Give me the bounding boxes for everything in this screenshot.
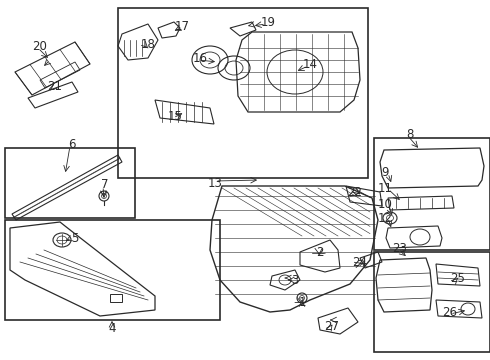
Text: 19: 19 — [261, 15, 275, 28]
Text: 25: 25 — [451, 271, 465, 284]
Bar — [118, 8, 368, 178]
Text: 14: 14 — [302, 58, 318, 71]
Text: 22: 22 — [347, 185, 363, 198]
Text: 17: 17 — [174, 19, 190, 32]
Text: 6: 6 — [68, 138, 76, 150]
Text: 27: 27 — [324, 320, 340, 333]
Bar — [374, 252, 490, 352]
Text: 13: 13 — [208, 176, 222, 189]
Text: 15: 15 — [168, 109, 182, 122]
Text: 23: 23 — [392, 242, 408, 255]
Text: 18: 18 — [141, 37, 155, 50]
Text: 8: 8 — [406, 127, 414, 140]
Text: 26: 26 — [442, 306, 458, 319]
Bar — [5, 148, 135, 218]
Text: 16: 16 — [193, 51, 207, 64]
Text: 12: 12 — [377, 212, 392, 225]
Text: 7: 7 — [101, 177, 109, 190]
Text: 2: 2 — [316, 246, 324, 258]
Text: 21: 21 — [48, 80, 63, 93]
Text: 4: 4 — [108, 321, 116, 334]
Text: 24: 24 — [352, 256, 368, 269]
Text: 11: 11 — [377, 181, 392, 194]
Text: 3: 3 — [292, 274, 299, 287]
Bar — [5, 220, 220, 320]
Text: 5: 5 — [72, 231, 79, 244]
Text: 20: 20 — [32, 40, 48, 53]
Text: 9: 9 — [381, 166, 389, 179]
Bar — [374, 138, 490, 250]
Text: 1: 1 — [298, 296, 306, 309]
Text: 10: 10 — [378, 198, 392, 211]
